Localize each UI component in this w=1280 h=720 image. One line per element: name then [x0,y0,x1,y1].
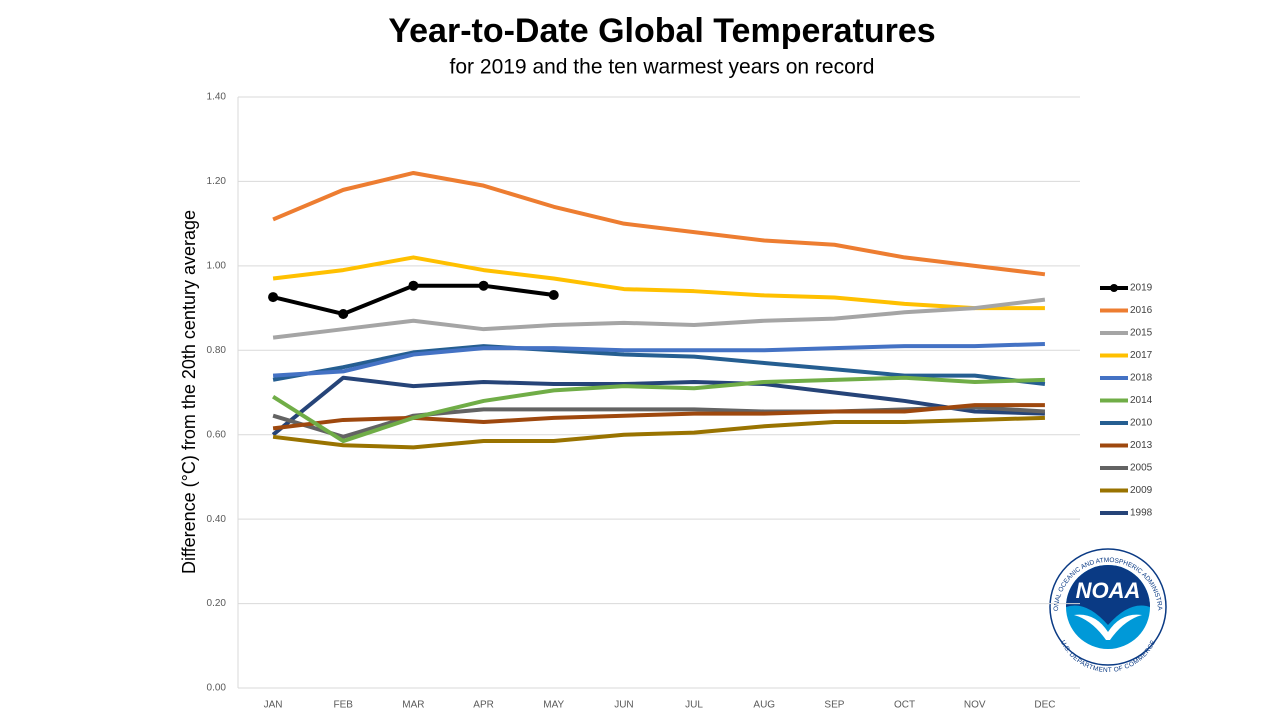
series-line [272,170,1046,277]
chart-title: Year-to-Date Global Temperatures [388,12,935,50]
legend-label: 2017 [1130,350,1153,361]
legend-label: 2014 [1130,395,1153,406]
series-line [272,255,1045,311]
legend-label: 2018 [1130,373,1153,384]
x-tick-label: APR [473,700,494,711]
legend-label: 2019 [1130,283,1153,294]
x-tick-label: DEC [1034,700,1055,711]
legend-label: 2005 [1130,463,1153,474]
legend-label: 2015 [1130,328,1153,339]
logo-text: NOAA [1076,578,1141,603]
legend-label: 2010 [1130,418,1153,429]
x-tick-label: AUG [753,700,775,711]
series-line [272,375,1045,444]
series-marker [268,292,279,303]
legend-marker [1110,284,1118,292]
x-tick-label: JUN [614,700,633,711]
y-tick-label: 0.60 [207,429,227,440]
legend-label: 2016 [1130,305,1153,316]
y-axis-label: Difference (°C) from the 20th century av… [179,210,199,574]
y-tick-label: 1.20 [207,176,227,187]
series-marker [338,308,349,319]
x-tick-label: MAR [402,700,424,711]
x-tick-label: NOV [964,700,986,711]
series-marker [478,280,489,291]
series-line [272,341,1045,378]
x-tick-label: JAN [264,700,283,711]
series-line [271,375,1045,437]
y-tick-label: 1.40 [207,92,227,103]
y-tick-label: 0.40 [207,514,227,525]
y-tick-label: 1.00 [207,260,227,271]
logo-top [1066,565,1150,625]
series-line [272,344,1046,387]
y-tick-label: 0.20 [207,598,227,609]
x-tick-label: SEP [824,700,844,711]
series-marker [548,289,559,300]
x-tick-label: JUL [685,700,703,711]
x-tick-label: MAY [543,700,564,711]
y-tick-label: 0.80 [207,345,227,356]
legend-label: 2013 [1130,440,1153,451]
series-marker [408,280,419,291]
series-line [272,415,1045,450]
legend-label: 1998 [1130,508,1153,519]
chart-subtitle: for 2019 and the ten warmest years on re… [450,56,875,79]
noaa-logo: NOAA NATIONAL OCEANIC AND ATMOSPHERIC AD… [0,0,1167,674]
x-tick-label: FEB [334,700,354,711]
y-tick-label: 0.00 [207,683,227,694]
legend-label: 2009 [1130,485,1153,496]
logo-gull [1074,614,1142,640]
series-line [272,403,1045,431]
series-line [272,297,1046,340]
x-tick-label: OCT [894,700,915,711]
